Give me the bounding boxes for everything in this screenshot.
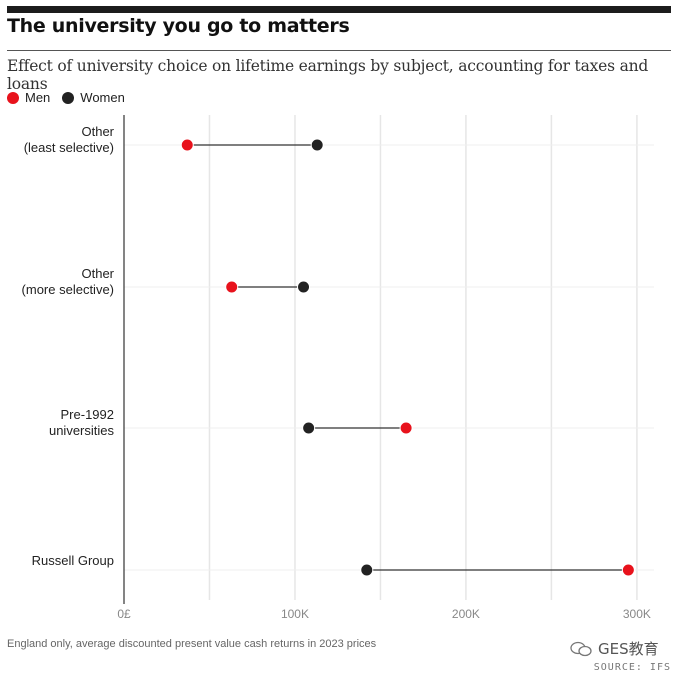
top-bar xyxy=(7,6,671,13)
point-men xyxy=(180,138,194,152)
category-label: Pre-1992 xyxy=(61,407,114,422)
legend-label-men: Men xyxy=(25,90,51,105)
legend-dot-women xyxy=(62,91,75,104)
point-women xyxy=(302,421,316,435)
point-women xyxy=(360,563,374,577)
watermark: GES教育 xyxy=(570,638,659,659)
point-men xyxy=(225,280,239,294)
footer-note: England only, average discounted present… xyxy=(7,638,377,650)
chart-subtitle: Effect of university choice on lifetime … xyxy=(7,57,649,93)
x-tick-label: 300K xyxy=(623,607,651,621)
category-label: (least selective) xyxy=(24,140,114,155)
category-label: Other xyxy=(81,266,114,281)
chart-title: The university you go to matters xyxy=(7,15,350,37)
point-women xyxy=(297,280,311,294)
category-label: Russell Group xyxy=(32,553,114,568)
category-label: universities xyxy=(49,423,115,438)
point-women xyxy=(310,138,324,152)
x-tick-label: 0£ xyxy=(117,607,131,621)
category-label: Other xyxy=(81,124,114,139)
point-men xyxy=(621,563,635,577)
x-tick-label: 100K xyxy=(281,607,309,621)
legend-label-women: Women xyxy=(80,90,125,105)
legend-item-men: Men xyxy=(7,90,50,105)
point-men xyxy=(399,421,413,435)
legend-item-women: Women xyxy=(62,90,125,105)
category-label: (more selective) xyxy=(22,282,114,297)
legend-dot-men xyxy=(7,91,19,104)
wechat-icon xyxy=(570,641,592,656)
legend: Men Women xyxy=(7,90,137,105)
source-label: SOURCE: IFS xyxy=(593,662,671,673)
x-tick-label: 200K xyxy=(452,607,480,621)
title-rule xyxy=(7,50,671,51)
watermark-text: GES教育 xyxy=(598,640,659,658)
